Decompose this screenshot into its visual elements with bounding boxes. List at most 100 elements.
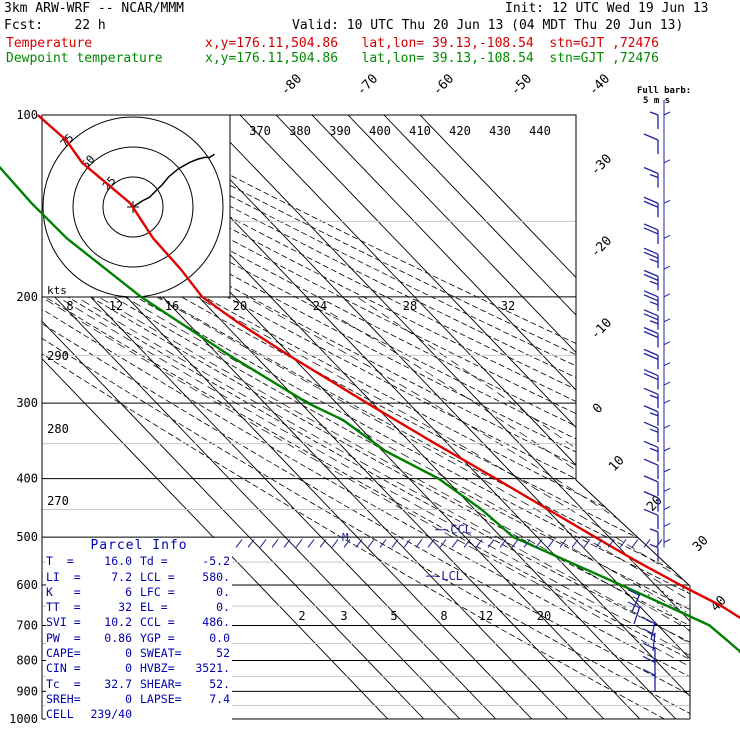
level-hatch bbox=[559, 539, 567, 548]
wind-barb-full bbox=[643, 330, 659, 339]
theta-label: 400 bbox=[369, 124, 391, 138]
theta-label: 370 bbox=[249, 124, 271, 138]
level-hatch bbox=[619, 539, 627, 548]
parcel-key: K = bbox=[46, 584, 81, 599]
level-hatch bbox=[355, 539, 363, 548]
wind-barb-full bbox=[643, 508, 659, 516]
mixing-ratio-low-label: 5 bbox=[390, 609, 397, 623]
wind-barb-full bbox=[643, 251, 659, 259]
parcel-value: 0 bbox=[125, 646, 132, 661]
wind-barb-full bbox=[643, 352, 659, 360]
isotherm-label: 30 bbox=[690, 533, 712, 555]
model-title: 3km ARW-WRF -- NCAR/MMM bbox=[4, 1, 185, 16]
low-wind-barb-feather bbox=[642, 655, 656, 664]
temperature-location: x,y=176.11,504.86 lat,lon= 39.13,-108.54… bbox=[205, 36, 659, 51]
level-hatch bbox=[535, 539, 543, 548]
mixing-ratio-line bbox=[655, 584, 690, 719]
level-hatch bbox=[547, 539, 555, 548]
isotherm-label: 0 bbox=[590, 401, 606, 417]
parcel-key: LFC = bbox=[140, 584, 175, 599]
parcel-key: YGP = bbox=[140, 630, 175, 645]
wind-barb-tick bbox=[663, 447, 671, 452]
parcel-row: PW = 0.86 YGP = 0.0 bbox=[46, 631, 232, 646]
low-wind-barb-feather bbox=[642, 668, 656, 676]
pressure-tick-label: 900 bbox=[16, 684, 38, 698]
level-hatch bbox=[511, 539, 519, 548]
parcel-value: 6 bbox=[125, 584, 132, 599]
low-wind-barb-feather bbox=[642, 617, 656, 625]
moist-adiabat bbox=[57, 296, 690, 719]
parcel-row: T = 16.0 Td = -5.2 bbox=[46, 554, 232, 569]
parcel-value: 7.2 bbox=[111, 569, 132, 584]
moist-adiabat bbox=[196, 296, 690, 719]
isotherm-label: -50 bbox=[508, 71, 535, 98]
wind-barb-tick bbox=[663, 265, 671, 270]
parcel-key: CCL = bbox=[140, 615, 175, 630]
wind-barb-full bbox=[643, 372, 659, 381]
wind-barb-full bbox=[643, 458, 659, 466]
level-hatch bbox=[571, 539, 579, 548]
isotherm-line bbox=[42, 115, 497, 719]
wind-barb-full bbox=[643, 440, 659, 448]
mixing-ratio-label: 8 bbox=[66, 299, 73, 313]
parcel-key: CAPE= bbox=[46, 646, 81, 661]
forecast-hour: Fcst: 22 h bbox=[4, 18, 106, 33]
level-hatch bbox=[463, 539, 471, 548]
parcel-value: 0. bbox=[216, 600, 230, 615]
wind-barb-full bbox=[643, 196, 659, 204]
level-hatch bbox=[271, 539, 279, 548]
parcel-value: -5.2 bbox=[202, 554, 230, 569]
isotherm-label: -70 bbox=[354, 71, 381, 98]
parcel-value: 486. bbox=[202, 615, 230, 630]
theta-label: 430 bbox=[489, 124, 511, 138]
wind-barb-tick bbox=[663, 506, 671, 510]
parcel-row: CELL 239/40 bbox=[46, 707, 232, 722]
parcel-value: 0.86 bbox=[104, 630, 132, 645]
wind-barb-tick bbox=[663, 381, 671, 386]
level-marker-m: M bbox=[342, 531, 349, 544]
dewpoint-trace bbox=[0, 165, 740, 654]
parcel-value: 32.7 bbox=[104, 676, 132, 691]
wind-barb-tick bbox=[663, 468, 671, 473]
wind-barb-tick bbox=[663, 318, 671, 323]
wind-barb-full bbox=[643, 309, 659, 317]
isotherm-line bbox=[275, 115, 690, 719]
sounding-traces bbox=[0, 114, 740, 654]
parcel-row: CIN = 0 HVBZ= 3521. bbox=[46, 661, 232, 676]
low-wind-barb bbox=[633, 605, 641, 625]
wind-barb-full bbox=[643, 294, 659, 302]
wind-barb-full bbox=[643, 475, 659, 483]
mixing-ratio-label: 12 bbox=[109, 299, 123, 313]
pressure-tick-label: 500 bbox=[16, 530, 38, 544]
wind-barb-full bbox=[643, 166, 659, 175]
wind-barb-half bbox=[649, 111, 659, 116]
level-hatch bbox=[523, 539, 531, 548]
parcel-key: LAPSE= bbox=[140, 691, 182, 706]
wind-barb-full bbox=[643, 326, 659, 335]
parcel-key: SREH= bbox=[46, 691, 81, 706]
parcel-value: 0. bbox=[216, 584, 230, 599]
isotherm-line bbox=[347, 115, 690, 719]
wind-barb-full bbox=[643, 227, 659, 235]
parcel-info-title: Parcel Info bbox=[90, 538, 188, 553]
level-hatch bbox=[427, 539, 435, 548]
isotherm-label: -10 bbox=[588, 315, 615, 342]
level-hatch bbox=[259, 539, 267, 548]
pressure-tick-label: 800 bbox=[16, 653, 38, 667]
theta-label: 410 bbox=[409, 124, 431, 138]
parcel-value: 239/40 bbox=[90, 707, 132, 722]
parcel-key: TT = bbox=[46, 600, 81, 615]
wind-barb-tick bbox=[663, 293, 671, 298]
level-hatch bbox=[295, 539, 303, 548]
parcel-value: 0 bbox=[125, 661, 132, 676]
parcel-value: 10.2 bbox=[104, 615, 132, 630]
parcel-key: SWEAT= bbox=[140, 646, 182, 661]
moist-adiabat bbox=[42, 296, 690, 719]
wind-barb-tick bbox=[663, 523, 671, 527]
wind-barb-full bbox=[643, 368, 659, 377]
hodograph-ring bbox=[102, 176, 164, 238]
parcel-key: Td = bbox=[140, 554, 168, 569]
wind-barb-half bbox=[649, 394, 659, 399]
low-wind-barb-feather bbox=[642, 642, 656, 650]
level-marker-label: -LCL bbox=[434, 569, 463, 583]
